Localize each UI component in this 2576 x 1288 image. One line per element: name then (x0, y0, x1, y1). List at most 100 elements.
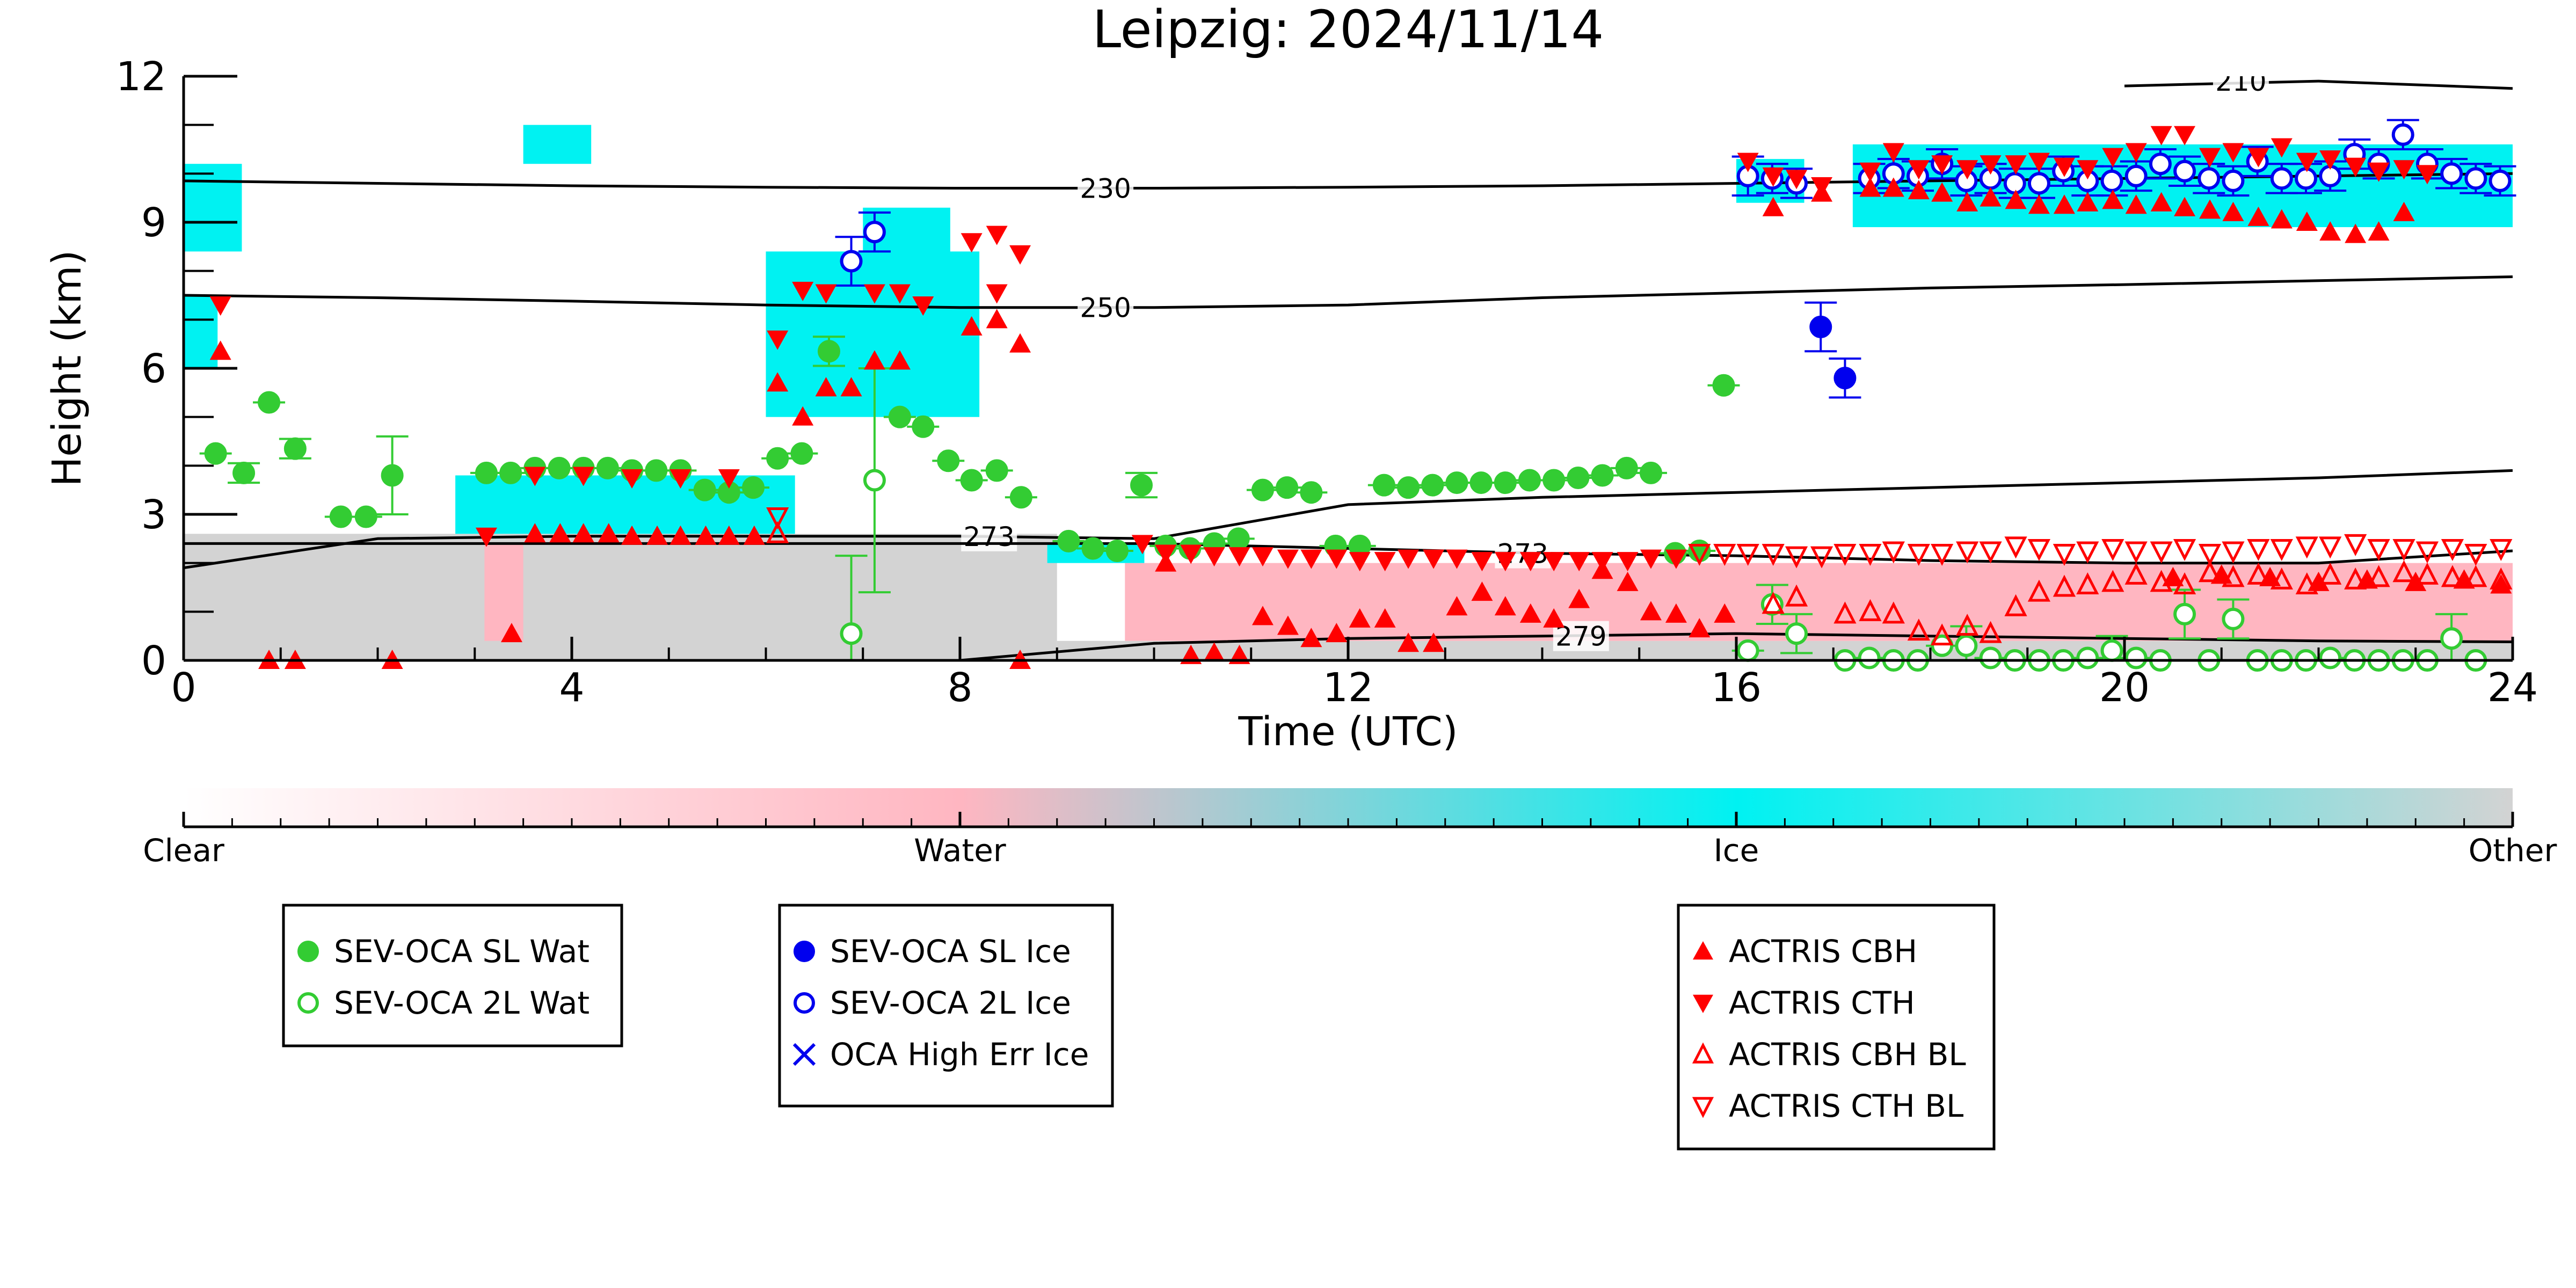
point-5-27 (1203, 642, 1225, 662)
point-5-19 (863, 350, 885, 370)
point-0-10 (548, 456, 571, 479)
point-7-29 (2464, 565, 2487, 587)
point-5-44 (1617, 571, 1639, 591)
point-8-13 (1979, 541, 2002, 564)
point-6-20 (1203, 547, 1225, 567)
legend-marker-2-0 (1693, 941, 1713, 960)
series-8 (766, 507, 2513, 569)
point-0-5 (354, 505, 377, 528)
point-0-43 (1421, 474, 1444, 497)
point-5-36 (1423, 632, 1445, 652)
legend-marker-1-1 (794, 992, 815, 1014)
point-8-28 (2344, 534, 2367, 556)
point-7-1 (1762, 592, 1785, 614)
point-6-57 (2174, 126, 2196, 145)
point-5-60 (2077, 192, 2099, 212)
y-tick-label-0: 0 (141, 638, 166, 684)
point-0-3 (283, 437, 307, 460)
legend-marker-1-0 (794, 941, 815, 962)
point-1-11 (1979, 646, 2002, 670)
point-7-24 (2344, 567, 2367, 590)
point-6-64 (2345, 157, 2367, 177)
point-7-20 (2247, 562, 2270, 585)
point-5-16 (792, 406, 814, 426)
point-5-68 (2271, 209, 2293, 229)
point-5-55 (1956, 192, 1978, 212)
point-3-29 (2440, 162, 2463, 185)
point-6-14 (986, 225, 1008, 245)
legend-marker-2-3 (1692, 1097, 1714, 1118)
point-5-54 (1931, 182, 1953, 202)
point-6-21 (1228, 547, 1250, 567)
point-5-9 (621, 525, 643, 545)
point-0-7 (475, 461, 498, 484)
point-0-37 (1276, 476, 1299, 499)
point-5-31 (1300, 628, 1322, 647)
x-tick-label-1: 4 (559, 665, 584, 711)
point-7-25 (2367, 565, 2390, 587)
point-5-0 (209, 340, 231, 360)
point-8-26 (2295, 536, 2318, 559)
isotherm-label-5: 210 (2215, 66, 2266, 97)
point-0-30 (1105, 540, 1129, 562)
isotherm-210-5 (2124, 79, 2513, 90)
point-7-28 (2441, 565, 2464, 587)
point-5-70 (2319, 221, 2341, 241)
point-7-27 (2415, 562, 2439, 585)
point-6-10 (863, 284, 885, 304)
point-3-0 (840, 250, 863, 273)
point-7-13 (2076, 572, 2099, 594)
point-5-17 (815, 377, 837, 397)
point-8-4 (1762, 544, 1785, 566)
point-0-55 (1712, 374, 1735, 397)
y-tick-label-1: 3 (141, 492, 166, 538)
colorbar-ticks (182, 812, 2514, 828)
point-1-4 (1785, 622, 1808, 645)
point-5-5 (524, 523, 546, 543)
point-5-32 (1326, 623, 1348, 643)
point-7-5 (1882, 601, 1905, 624)
point-0-16 (693, 478, 716, 501)
point-0-47 (1518, 469, 1541, 492)
point-0-29 (1081, 537, 1104, 560)
point-8-2 (1713, 544, 1736, 566)
point-8-10 (1907, 544, 1930, 566)
point-6-47 (1931, 155, 1953, 175)
point-5-51 (1859, 177, 1881, 197)
legend-marker-2-1 (1693, 994, 1713, 1013)
point-5-59 (2053, 194, 2075, 214)
point-6-23 (1277, 549, 1299, 569)
isotherm-label-bg-2 (961, 521, 1017, 551)
point-3-1 (863, 221, 886, 244)
point-5-79 (2405, 571, 2427, 591)
point-7-0 (766, 521, 789, 543)
point-5-45 (1640, 601, 1662, 621)
point-1-15 (2076, 646, 2099, 670)
y-tick-label-3: 9 (141, 200, 166, 246)
point-5-65 (2199, 199, 2221, 219)
point-6-35 (1568, 552, 1590, 572)
point-5-23 (1009, 333, 1031, 353)
point-1-19 (2173, 602, 2196, 625)
point-6-9 (815, 284, 837, 304)
point-5-48 (1714, 603, 1736, 623)
point-5-56 (1980, 187, 2002, 207)
point-5-12 (695, 525, 717, 545)
point-6-60 (2247, 148, 2269, 168)
point-6-16 (986, 284, 1008, 304)
point-6-39 (1665, 549, 1687, 569)
point-6-1 (475, 527, 497, 547)
point-6-15 (1009, 245, 1031, 265)
point-7-11 (2027, 579, 2051, 602)
point-5-64 (2174, 197, 2196, 216)
region-ice-12 (523, 125, 592, 164)
point-6-58 (2199, 148, 2221, 168)
x-axis-label: Time (UTC) (1238, 709, 1458, 755)
point-6-24 (1300, 549, 1322, 569)
point-3-12 (2027, 172, 2050, 195)
point-0-49 (1567, 467, 1590, 489)
isotherm-label-1: 250 (1080, 293, 1131, 324)
point-8-1 (1688, 544, 1711, 566)
point-6-67 (2416, 165, 2438, 185)
point-6-29 (1423, 549, 1445, 569)
